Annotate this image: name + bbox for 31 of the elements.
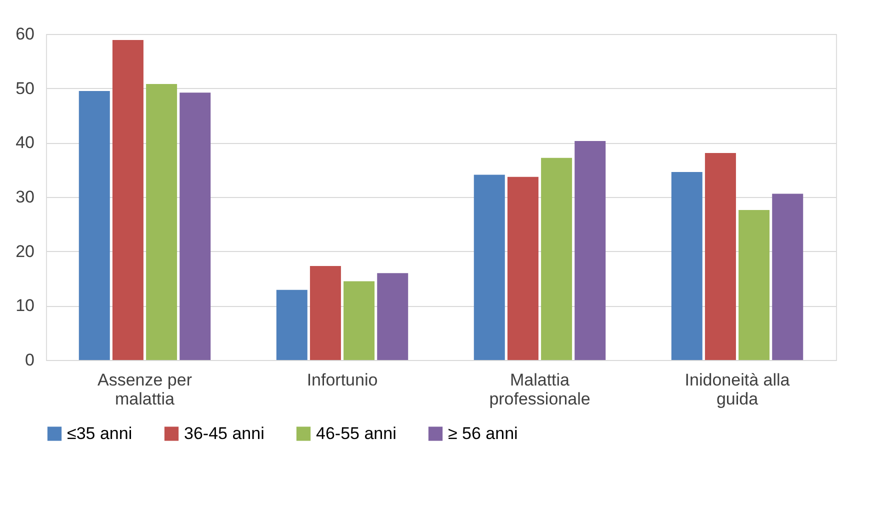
y-tick-label: 50 xyxy=(16,78,34,98)
bar xyxy=(671,172,702,360)
y-tick-label: 0 xyxy=(25,350,34,370)
bar xyxy=(574,141,606,360)
y-tick-label: 60 xyxy=(16,24,34,44)
x-tick-label: Inidoneità alla guida xyxy=(684,370,790,408)
bar xyxy=(377,273,408,360)
legend-label: ≤35 anni xyxy=(67,424,132,443)
y-tick-label: 20 xyxy=(16,242,34,261)
x-tick-label: Infortunio xyxy=(306,370,378,390)
bar xyxy=(276,290,308,360)
bar xyxy=(146,84,178,360)
legend-label: ≥ 56 anni xyxy=(448,424,518,443)
bar xyxy=(541,158,572,360)
bar xyxy=(704,152,736,360)
bar xyxy=(772,194,804,360)
y-tick-label: 40 xyxy=(16,133,34,152)
bar xyxy=(180,92,211,360)
legend-label: 46-55 anni xyxy=(316,424,396,443)
x-tick-label: Assenze per malattia xyxy=(98,370,192,408)
bar xyxy=(310,266,341,360)
x-tick-label: Malattia professionale xyxy=(489,370,590,408)
legend-label: 36-45 anni xyxy=(184,424,264,443)
bar xyxy=(112,40,144,360)
y-tick-label: 30 xyxy=(16,188,34,206)
y-tick-label: 10 xyxy=(16,296,34,316)
bar xyxy=(507,176,538,360)
bar xyxy=(738,210,770,360)
bar xyxy=(474,174,505,360)
bar xyxy=(78,91,110,360)
bar xyxy=(344,281,375,360)
